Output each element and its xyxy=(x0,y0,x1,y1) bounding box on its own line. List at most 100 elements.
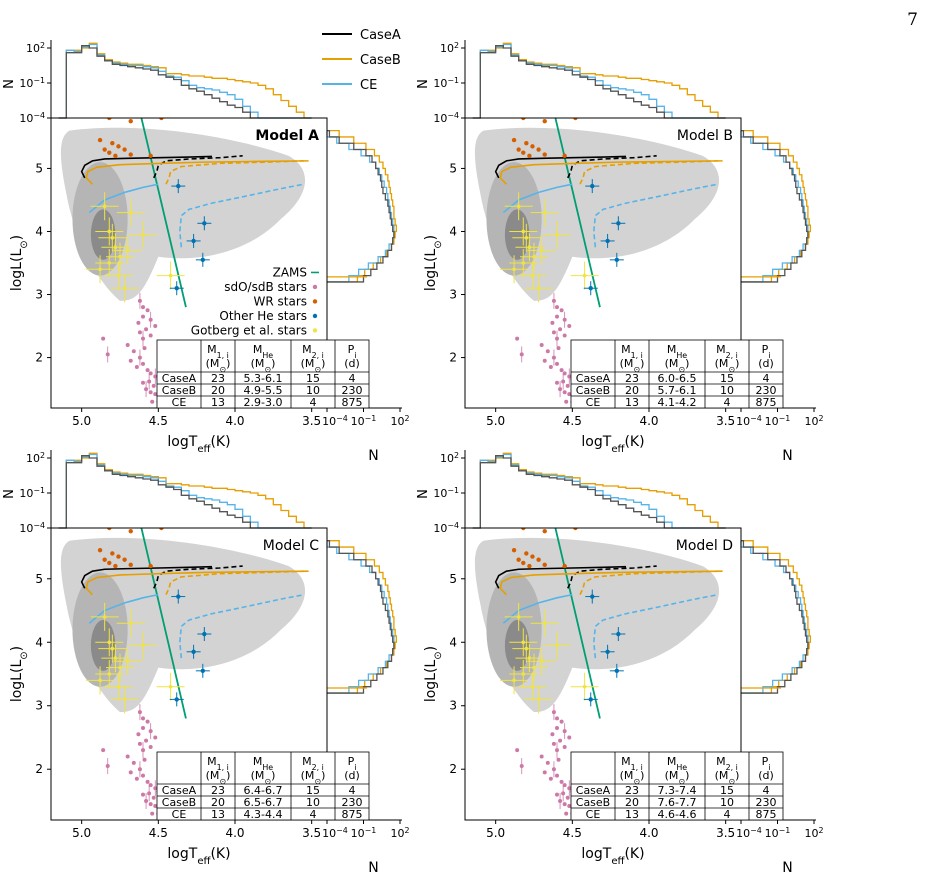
y-tick-label: 2 xyxy=(35,351,43,365)
gotberg-star xyxy=(128,210,133,215)
x-axis-label: logTeff(K) xyxy=(167,846,230,867)
table-cell: 6.0-6.5 xyxy=(658,372,697,385)
table-cell: 23 xyxy=(211,784,225,797)
table-cell: 875 xyxy=(342,396,363,409)
track-caseb-solid xyxy=(499,160,723,185)
sdo-star xyxy=(147,379,152,384)
sdo-star xyxy=(141,773,145,778)
x-axis-label: logTeff(K) xyxy=(581,434,644,455)
sdo-star xyxy=(555,748,559,753)
gotberg-star xyxy=(141,232,145,237)
sdo-star xyxy=(550,732,555,737)
gotberg-star xyxy=(542,621,547,626)
table-cell: 15 xyxy=(306,372,320,385)
table-cell: CE xyxy=(586,808,601,821)
sdo-star xyxy=(558,387,563,392)
track-ce-dashed xyxy=(592,593,719,659)
sdo-star xyxy=(555,380,559,385)
star-legend-label: ZAMS xyxy=(273,265,307,279)
table-cell: 230 xyxy=(342,796,363,809)
wr-star xyxy=(118,113,122,117)
table-cell: 875 xyxy=(342,808,363,821)
hist-top-casea xyxy=(58,455,312,529)
gotberg-star xyxy=(582,684,587,689)
sdo-star xyxy=(148,371,153,376)
sdo-star xyxy=(555,792,559,797)
track-caseb-dashed xyxy=(579,570,719,596)
table-frame xyxy=(156,339,370,409)
sdo-star xyxy=(539,754,544,759)
gotberg-star xyxy=(110,235,115,240)
hist-top-casea xyxy=(472,455,726,529)
track-ce-solid xyxy=(502,183,573,214)
wr-star xyxy=(153,113,157,117)
table-header-unit: (M⊙) xyxy=(206,769,231,786)
sdo-star xyxy=(105,764,110,769)
gotberg-star xyxy=(521,229,526,234)
otherhe-star xyxy=(202,631,207,637)
parameter-table: M1, i(M⊙)MHe(M⊙)M2, i(M⊙)Pi(d)CaseA 23 6.0… xyxy=(570,339,784,409)
sdo-star xyxy=(519,352,524,357)
sdo-star xyxy=(136,320,141,325)
sdo-star xyxy=(148,333,153,338)
table-header-unit: (M⊙) xyxy=(665,357,690,374)
hist-xlabel: N xyxy=(368,448,378,464)
gotberg-star xyxy=(168,273,173,278)
sdo-star xyxy=(567,374,572,379)
sdo-star xyxy=(567,392,572,397)
wr-star xyxy=(107,528,112,531)
density-contour-inner xyxy=(504,209,530,260)
zams-line xyxy=(554,528,601,719)
table-header: M1, i xyxy=(207,343,229,360)
hist-tick-label: 10−4 xyxy=(736,414,762,429)
sdo-star xyxy=(559,719,564,724)
sdo-star xyxy=(551,767,556,772)
sdo-star xyxy=(144,387,149,392)
legend-label-caseb: CaseB xyxy=(360,53,401,68)
table-header-unit: (M⊙) xyxy=(715,357,740,374)
y-axis-label: logL(L⊙) xyxy=(423,646,444,702)
gotberg-star xyxy=(118,254,122,259)
hist-tick-label: 102 xyxy=(390,414,409,429)
table-cell: CaseA xyxy=(162,372,197,385)
top-histogram: 102 10−1 10−4 N xyxy=(2,40,312,125)
star-legend-label: Other He stars xyxy=(219,309,307,323)
gotberg-star xyxy=(527,245,532,250)
track-ce-solid xyxy=(502,593,573,624)
sdo-star xyxy=(137,330,142,335)
wr-star xyxy=(116,144,121,149)
table-cell: 10 xyxy=(720,796,734,809)
sdo-star xyxy=(561,791,566,796)
table-cell: 875 xyxy=(756,808,777,821)
sdo-star xyxy=(125,342,130,347)
gotberg-star xyxy=(107,640,112,645)
table-header: M2, i xyxy=(302,343,324,360)
sdo-star xyxy=(564,399,569,404)
sdo-star xyxy=(561,379,566,384)
gotberg-star xyxy=(128,621,133,626)
gotberg-star xyxy=(532,254,536,259)
hist-tick-label: 10−1 xyxy=(19,76,45,91)
zams-line xyxy=(140,528,187,719)
table-header-unit: (M⊙) xyxy=(301,769,326,786)
sdo-star xyxy=(145,308,150,313)
y-tick-label: 4 xyxy=(449,224,457,238)
hist-right-ce xyxy=(326,540,395,694)
hist-tick-label: 102 xyxy=(440,41,459,56)
y-tick-label: 5 xyxy=(449,572,457,586)
table-cell: 20 xyxy=(211,384,225,397)
sdo-star xyxy=(105,352,110,357)
wr-star xyxy=(521,150,526,155)
table-cell: 13 xyxy=(625,808,639,821)
parameter-table: M1, i(M⊙)MHe(M⊙)M2, i(M⊙)Pi(d)CaseA 23 7.3… xyxy=(570,751,784,821)
otherhe-star xyxy=(614,668,619,674)
table-cell: 875 xyxy=(756,396,777,409)
hist-tick-label: 10−4 xyxy=(19,111,45,126)
gotberg-star xyxy=(582,273,587,278)
sdo-star xyxy=(558,738,563,743)
table-cell: 6.5-6.7 xyxy=(244,796,283,809)
sdo-star xyxy=(562,729,567,734)
main-plot-area xyxy=(60,113,309,408)
